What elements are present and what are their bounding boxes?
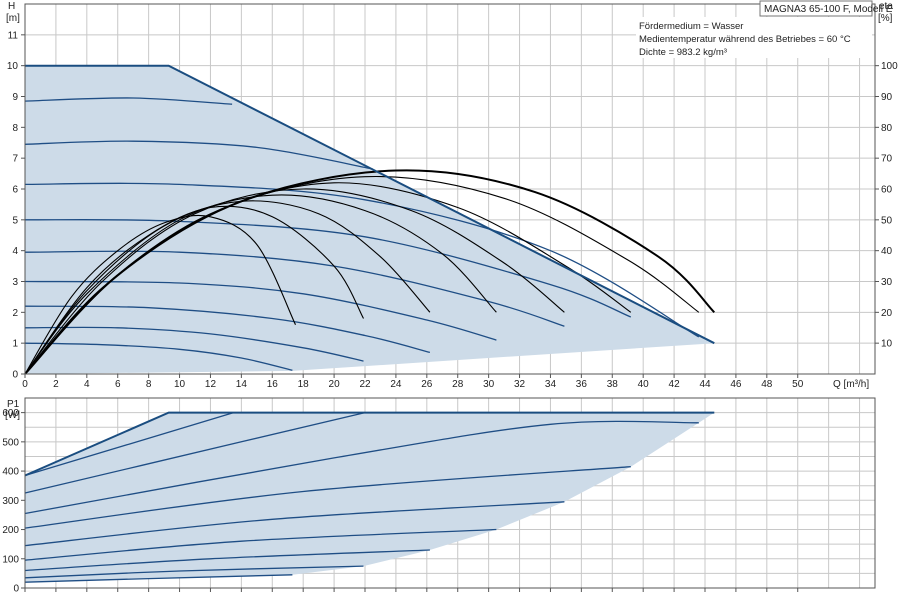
flow-axis-title: Q [m³/h] [833, 379, 869, 390]
power-curve [24, 420, 699, 515]
power-tick-label: 200 [2, 525, 19, 536]
eta-tick-label: 100 [881, 61, 898, 72]
power-operating-area [25, 412, 715, 583]
power-tick-label: 400 [2, 467, 19, 478]
power-axis-unit: [W] [5, 410, 20, 421]
power-tick-label: 500 [2, 437, 19, 448]
head-tick-label: 5 [12, 215, 18, 226]
power-axis-title: P1 [7, 399, 20, 410]
flow-tick-label: 34 [545, 379, 557, 390]
power-curve [24, 411, 234, 477]
info-density: Dichte = 983.2 kg/m³ [639, 47, 727, 58]
head-tick-label: 10 [7, 61, 19, 72]
head-axis-title: H [8, 1, 15, 12]
power-chart-ticks: 0 100 200 300 400 500 600 [2, 408, 799, 595]
flow-tick-label: 38 [607, 379, 619, 390]
power-envelope-line [24, 411, 715, 477]
flow-tick-label: 0 [22, 379, 28, 390]
flow-tick-label: 24 [390, 379, 402, 390]
flow-tick-label: 32 [514, 379, 526, 390]
flow-tick-label: 44 [699, 379, 711, 390]
head-curve [24, 182, 700, 338]
flow-tick-label: 2 [53, 379, 59, 390]
flow-tick-label: 36 [576, 379, 588, 390]
head-tick-label: 6 [12, 185, 18, 196]
head-tick-label: 8 [12, 123, 18, 134]
info-medium: Fördermedium = Wasser [639, 21, 743, 32]
flow-tick-label: 6 [115, 379, 121, 390]
eta-axis-title: eta [879, 1, 893, 12]
head-tick-label: 1 [12, 339, 18, 350]
flow-tick-label: 16 [267, 379, 279, 390]
power-chart-frame [24, 397, 876, 589]
eta-tick-label: 90 [881, 92, 893, 103]
power-curve [24, 528, 497, 561]
power-tick-label: 100 [2, 554, 19, 565]
eta-curve [24, 200, 431, 375]
head-tick-label: 4 [12, 246, 18, 257]
power-curve [24, 411, 366, 494]
flow-tick-label: 28 [452, 379, 464, 390]
head-curve [24, 97, 233, 105]
head-tick-label: 7 [12, 154, 18, 165]
head-tick-label: 0 [12, 370, 18, 381]
head-tick-label: 11 [8, 30, 19, 41]
eta-tick-label: 50 [881, 215, 893, 226]
power-curve [24, 574, 293, 583]
eta-tick-label: 20 [881, 308, 893, 319]
power-tick-label: 0 [13, 584, 19, 595]
info-box [636, 17, 872, 58]
eta-tick-label: 40 [881, 246, 893, 257]
model-label: MAGNA3 65-100 F, Modell E [764, 4, 893, 15]
head-curve [24, 342, 293, 371]
head-axis-unit: [m] [6, 13, 20, 24]
eta-axis-unit: [%] [878, 13, 893, 24]
flow-tick-label: 42 [669, 379, 681, 390]
head-chart-ticks: 0 2 4 6 8 10 12 14 16 18 20 22 24 26 28 30 32 34 36 38 40 42 4… [7, 30, 898, 390]
power-curve [24, 501, 565, 547]
power-tick-label: 300 [2, 496, 19, 507]
eta-tick-label: 10 [881, 339, 893, 350]
flow-tick-label: 26 [421, 379, 433, 390]
flow-tick-label: 40 [638, 379, 650, 390]
flow-tick-label: 4 [84, 379, 90, 390]
head-curve [24, 140, 373, 170]
eta-tick-label: 80 [881, 123, 893, 134]
flow-tick-label: 12 [205, 379, 217, 390]
head-tick-label: 9 [12, 92, 18, 103]
eta-curve [24, 194, 497, 375]
head-tick-label: 2 [12, 308, 18, 319]
power-curves [24, 411, 699, 583]
power-curve [24, 565, 364, 579]
flow-tick-label: 20 [329, 379, 341, 390]
head-curve [24, 305, 431, 354]
flow-tick-label: 30 [483, 379, 495, 390]
power-tick-label: 600 [2, 408, 19, 419]
flow-tick-label: 14 [236, 379, 248, 390]
eta-tick-label: 60 [881, 185, 893, 196]
eta-tick-label: 30 [881, 277, 893, 288]
info-temperature: Medientemperatur während des Betriebes =… [639, 34, 851, 45]
flow-tick-label: 48 [761, 379, 773, 390]
eta-curve [24, 188, 565, 375]
flow-tick-label: 50 [792, 379, 804, 390]
head-curve [24, 280, 497, 341]
head-envelope-line [25, 64, 715, 345]
flow-tick-label: 8 [146, 379, 152, 390]
flow-tick-label: 22 [359, 379, 371, 390]
flow-tick-label: 46 [730, 379, 742, 390]
head-curve [24, 326, 364, 362]
power-curve [24, 466, 631, 529]
head-tick-label: 3 [12, 277, 18, 288]
head-curve [24, 218, 632, 318]
flow-tick-label: 18 [298, 379, 310, 390]
eta-curve [24, 214, 296, 375]
flow-tick-label: 10 [174, 379, 186, 390]
power-curve [24, 549, 430, 572]
eta-tick-label: 70 [881, 154, 893, 165]
model-label-box [759, 0, 873, 17]
